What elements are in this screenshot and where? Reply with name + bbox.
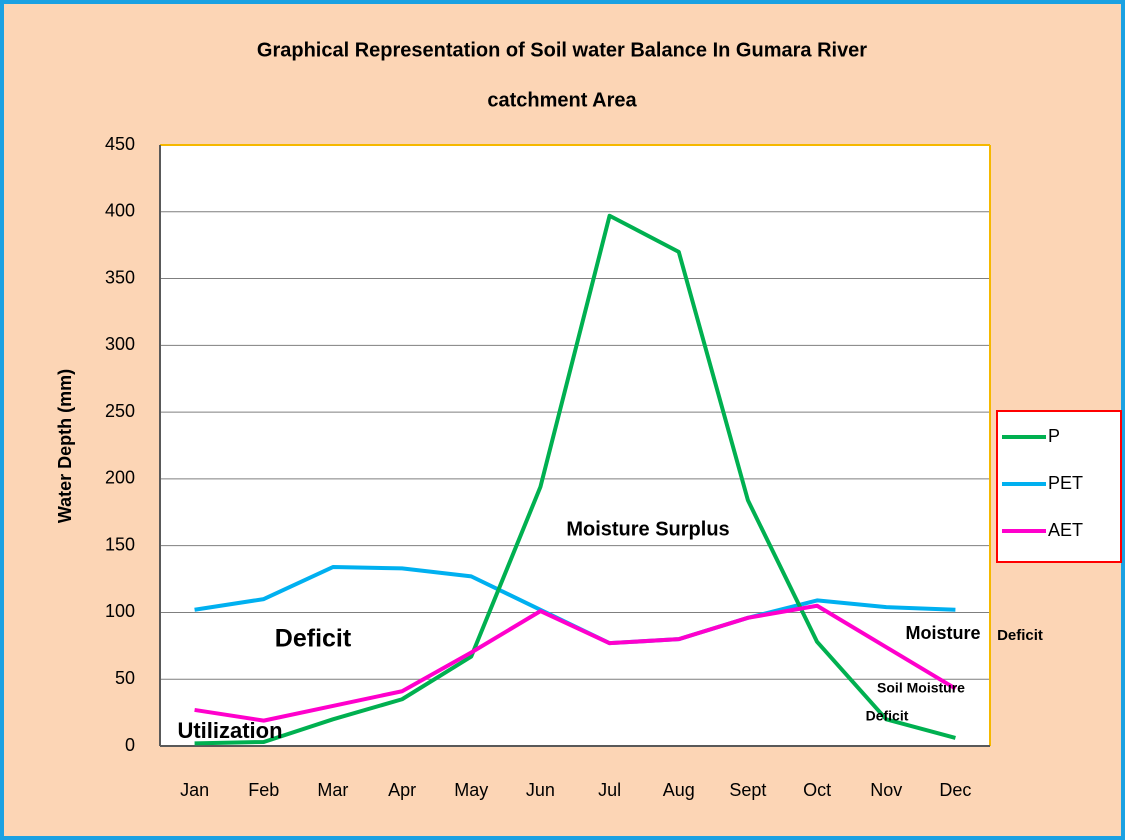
y-tick-label: 350 — [105, 267, 135, 287]
x-tick-label: Dec — [939, 780, 971, 800]
annotation: Deficit — [275, 625, 352, 653]
plot-area — [160, 145, 990, 746]
chart-title: catchment Area — [487, 89, 637, 111]
y-axis-label: Water Depth (mm) — [55, 369, 75, 523]
x-tick-label: Jul — [598, 780, 621, 800]
y-tick-label: 200 — [105, 468, 135, 488]
annotation: Deficit — [997, 627, 1043, 644]
annotation: Utilization — [177, 718, 282, 743]
x-tick-label: Nov — [870, 780, 902, 800]
y-tick-label: 100 — [105, 601, 135, 621]
x-tick-label: Apr — [388, 780, 416, 800]
x-tick-label: Jan — [180, 780, 209, 800]
x-tick-label: Aug — [663, 780, 695, 800]
annotation: Moisture — [905, 623, 980, 643]
y-tick-label: 450 — [105, 134, 135, 154]
legend-label: AET — [1048, 520, 1083, 540]
x-tick-label: Oct — [803, 780, 831, 800]
y-tick-label: 300 — [105, 334, 135, 354]
x-tick-label: Feb — [248, 780, 279, 800]
line-series — [194, 603, 957, 723]
chart-title: Graphical Representation of Soil water B… — [257, 39, 867, 61]
x-tick-label: Mar — [317, 780, 348, 800]
y-tick-label: 0 — [125, 735, 135, 755]
y-tick-label: 400 — [105, 201, 135, 221]
x-tick-label: Jun — [526, 780, 555, 800]
legend-label: PET — [1048, 473, 1083, 493]
x-tick-label: May — [454, 780, 488, 800]
x-tick-label: Sept — [729, 780, 766, 800]
y-tick-label: 150 — [105, 534, 135, 554]
line-series — [194, 213, 956, 746]
annotation: Moisture Surplus — [566, 518, 729, 540]
legend-label: P — [1048, 426, 1060, 446]
annotation: Soil Moisture — [877, 680, 965, 696]
y-tick-label: 50 — [115, 668, 135, 688]
annotation: Deficit — [866, 708, 909, 724]
y-tick-label: 250 — [105, 401, 135, 421]
